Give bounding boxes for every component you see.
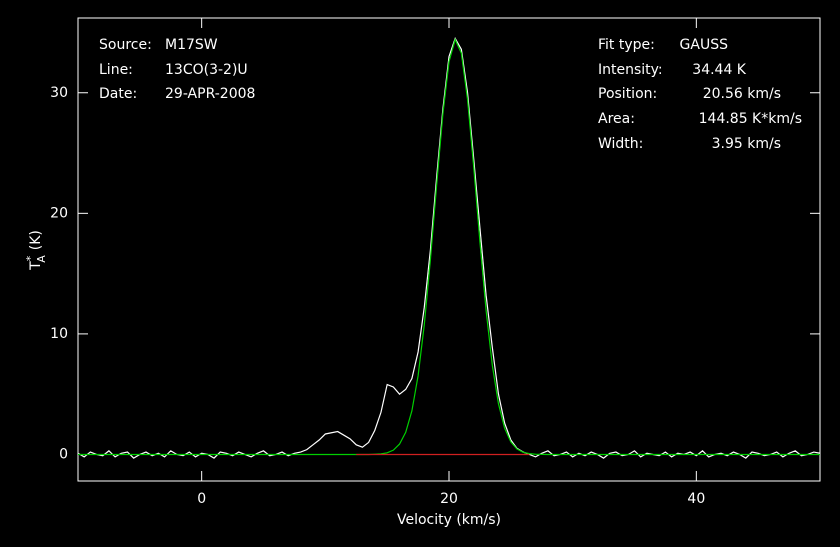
annotation-label: Source: bbox=[99, 37, 152, 53]
y-label-symbol: T bbox=[28, 261, 44, 271]
annotation-value: GAUSS bbox=[680, 37, 729, 53]
y-label-sup: * bbox=[24, 255, 37, 261]
annotation-label: Width: bbox=[598, 136, 643, 152]
y-label-unit: (K) bbox=[28, 230, 44, 250]
series-line bbox=[78, 37, 820, 456]
x-tick-label: 20 bbox=[440, 491, 458, 507]
annotation-value: M17SW bbox=[165, 37, 218, 53]
x-tick-label: 0 bbox=[197, 491, 206, 507]
y-tick-label: 10 bbox=[50, 326, 68, 342]
annotation-value: 29-APR-2008 bbox=[165, 86, 255, 102]
annotation-label: Intensity: bbox=[598, 62, 663, 78]
series-line bbox=[77, 37, 821, 459]
y-tick-label: 30 bbox=[50, 85, 68, 101]
y-tick-label: 20 bbox=[50, 205, 68, 221]
annotation-label: Position: bbox=[598, 86, 657, 102]
y-label-sub: A bbox=[35, 255, 48, 263]
x-tick-label: 40 bbox=[687, 491, 705, 507]
annotation-value: 34.44 K bbox=[692, 62, 747, 78]
x-axis-label: Velocity (km/s) bbox=[397, 512, 501, 528]
annotation-value: 13CO(3-2)U bbox=[165, 62, 248, 78]
annotation-value: 20.56 km/s bbox=[703, 86, 781, 102]
annotation-label: Area: bbox=[598, 111, 635, 127]
annotation-label: Date: bbox=[99, 86, 137, 102]
annotation-label: Line: bbox=[99, 62, 133, 78]
y-tick-label: 0 bbox=[59, 446, 68, 462]
annotation-value: 3.95 km/s bbox=[712, 136, 781, 152]
y-axis-label: T*A (K) bbox=[24, 230, 48, 271]
annotation-label: Fit type: bbox=[598, 37, 655, 53]
annotation-value: 144.85 K*km/s bbox=[699, 111, 802, 127]
